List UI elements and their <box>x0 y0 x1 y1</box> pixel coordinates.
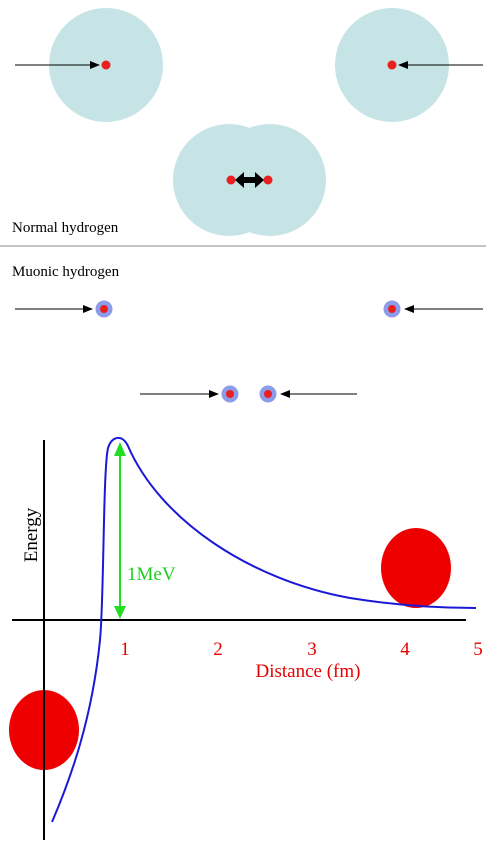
x-tick-label: 4 <box>400 639 410 660</box>
muonic-hydrogen: Muonic hydrogen <box>12 264 483 403</box>
x-tick-label: 5 <box>473 639 483 660</box>
normal-hydrogen: Normal hydrogen <box>12 8 483 236</box>
x-tick-label: 2 <box>213 639 223 660</box>
muonic-label: Muonic hydrogen <box>12 264 120 280</box>
x-tick-label: 3 <box>307 639 317 660</box>
normal-label: Normal hydrogen <box>12 220 119 236</box>
annotation: 1MeV <box>127 564 176 585</box>
x-tick-label: 1 <box>120 639 130 660</box>
y-axis-label: Energy <box>21 507 42 562</box>
x-axis-label: Distance (fm) <box>256 661 361 682</box>
energy-graph: 1MeV Energy Distance (fm) 1 2 3 4 5 <box>9 437 483 840</box>
